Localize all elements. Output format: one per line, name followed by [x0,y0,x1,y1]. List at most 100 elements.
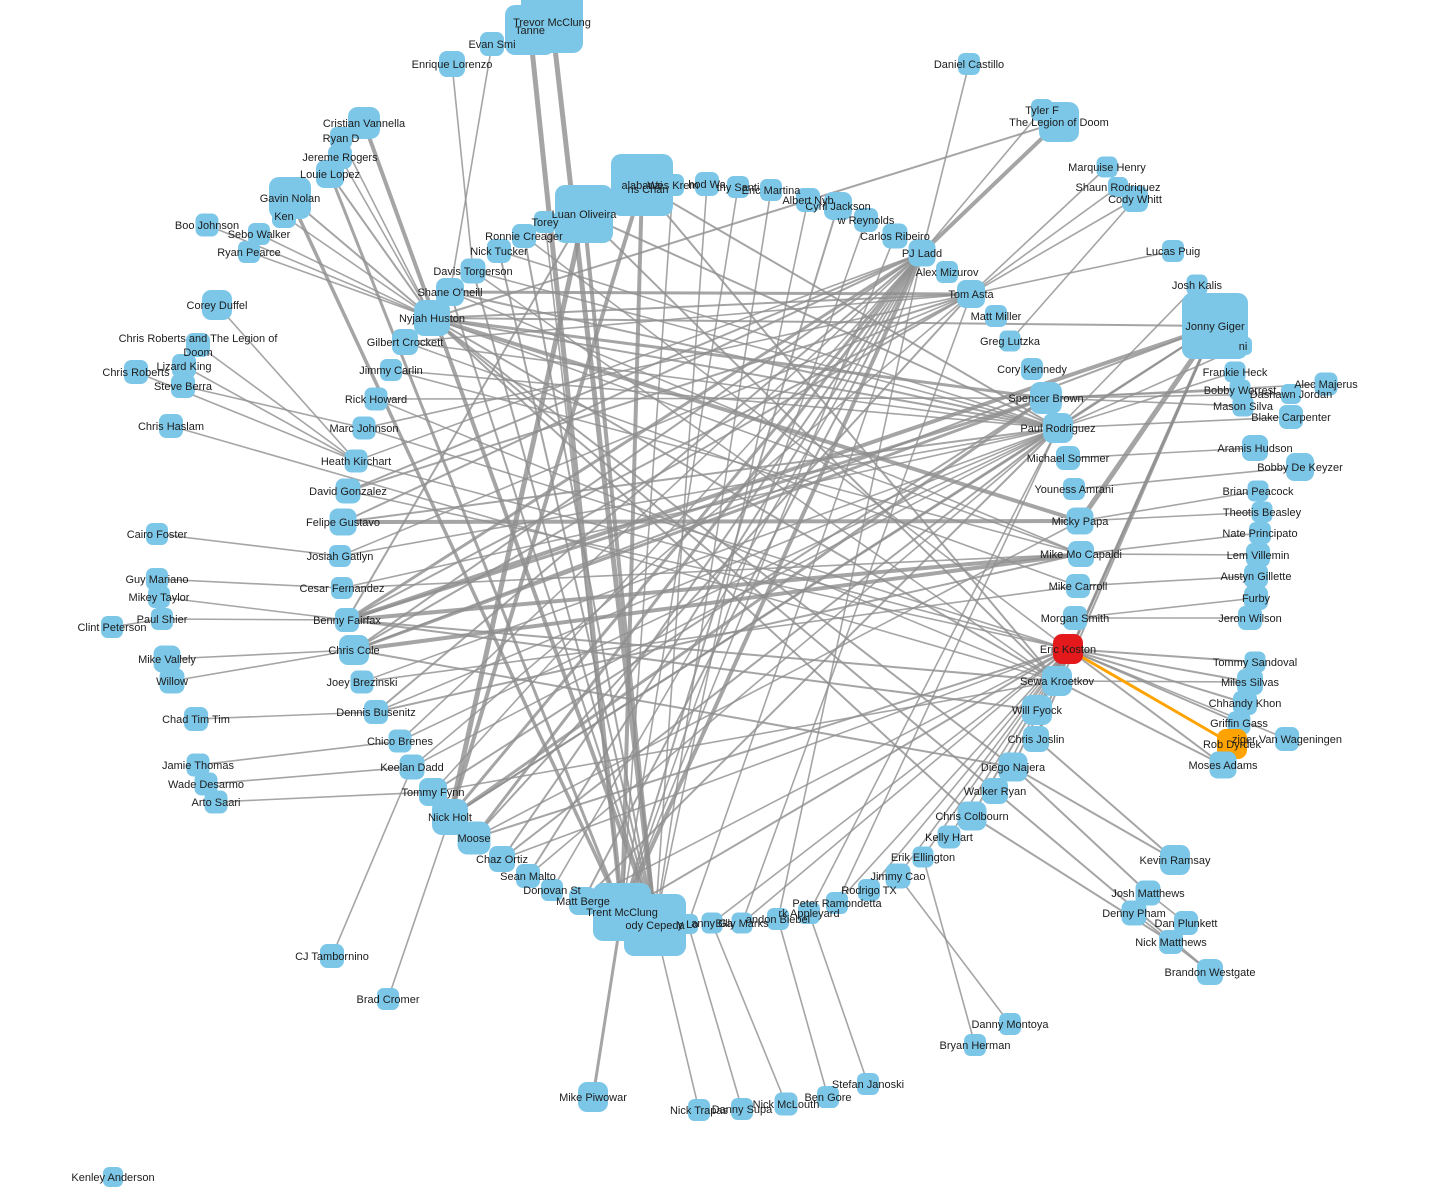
node-cory-kennedy[interactable] [1021,358,1043,380]
node-greg-lutzka[interactable] [999,330,1021,352]
node-sewa-kroetkov[interactable] [1042,666,1072,696]
node-chris-cole[interactable] [339,635,369,665]
node-marc-johnson[interactable] [352,416,376,440]
node-mason-silva[interactable] [1232,395,1254,417]
node-cyril-jackson[interactable] [824,192,852,220]
node-erik-ellington[interactable] [912,846,934,868]
node-nick-matthews[interactable] [1159,930,1183,954]
node-ryan-pearce[interactable] [238,241,260,263]
node-michael-sommer[interactable] [1056,446,1080,470]
node-ryan-d[interactable] [330,127,352,149]
node-bobby-worrest[interactable] [1229,379,1251,401]
node-rodrigo-tx[interactable] [858,879,880,901]
node-chris-roberts-and-the-legion-of-doom[interactable] [186,333,210,357]
node-eric-martina[interactable] [760,179,782,201]
node-rk-appleyard[interactable] [798,902,820,924]
node-chhandy-khon[interactable] [1233,691,1257,715]
node-austyn-gillette[interactable] [1244,564,1268,588]
node-alabanzi[interactable] [611,154,673,216]
node-chris-colbourn[interactable] [957,801,987,831]
node-the-legion-of-doom[interactable] [1039,102,1079,142]
node-josiah-gatlyn[interactable] [329,545,351,567]
node-matt-berge[interactable] [569,887,597,915]
node-jeron-wilson[interactable] [1238,606,1262,630]
node-griffin-gass[interactable] [1227,711,1251,735]
node-denny-pham[interactable] [1121,900,1147,926]
node-felipe-gustavo[interactable] [329,508,357,536]
node-brian-peacock[interactable] [1247,480,1269,502]
node-sebo-walker[interactable] [248,223,270,245]
node-danny-montoya[interactable] [999,1013,1021,1035]
node-donovan-st[interactable] [541,879,563,901]
node-nick-mclouth[interactable] [774,1092,798,1116]
node-danny-supa[interactable] [731,1098,753,1120]
node-cesar-fernandez[interactable] [331,577,353,599]
node-mike-piwowar[interactable] [578,1082,608,1112]
node-benny-fairfax[interactable] [335,608,359,632]
node-nick-holt[interactable] [432,799,468,835]
node-theotis-beasley[interactable] [1251,501,1273,523]
node-louie-lopez[interactable] [316,160,344,188]
node-jonny-giger[interactable] [1182,293,1248,359]
node-corey-duffel[interactable] [202,290,232,320]
node-wade-desarmo[interactable] [194,772,218,796]
node-alec-majerus[interactable] [1314,372,1338,396]
node-dashawn-jordan[interactable] [1281,384,1301,404]
node-paul-shier[interactable] [151,608,173,630]
node-willow[interactable] [159,668,185,694]
node-kenley-anderson[interactable] [103,1167,123,1187]
node-gilbert-crockett[interactable] [392,329,418,355]
node-blake-carpenter[interactable] [1279,405,1303,429]
node-w-reynolds[interactable] [854,208,878,232]
node-peter-ramondetta[interactable] [826,892,848,914]
node-bryan-herman[interactable] [964,1034,986,1056]
node-nate-principato[interactable] [1249,522,1271,544]
node-matt-miller[interactable] [985,305,1007,327]
node-tommy-fynn[interactable] [419,778,447,806]
node-aramis-hudson[interactable] [1242,435,1268,461]
node-tommy-sandoval[interactable] [1244,651,1266,673]
node-dennis-busenitz[interactable] [364,700,388,724]
node-andon-biebel[interactable] [767,908,789,930]
node-kelly-hart[interactable] [937,825,961,849]
node-ben-gore[interactable] [817,1086,839,1108]
node-lem-villemin[interactable] [1246,543,1270,567]
node-alex-mizurov[interactable] [936,261,958,283]
node-chad-tim-tim[interactable] [184,707,208,731]
node-heath-kirchart[interactable] [344,449,368,473]
node-lizard-king[interactable] [172,354,196,378]
node-spencer-brown[interactable] [1030,382,1062,414]
node-stefan-janoski[interactable] [857,1073,879,1095]
node-rick-howard[interactable] [364,387,388,411]
node-paul-rodriguez[interactable] [1043,413,1073,443]
node-shane-o-neill[interactable] [436,278,464,306]
node-ody-cepeda[interactable] [624,894,686,956]
node-nyjah-huston[interactable] [414,300,450,336]
node-boo-johnson[interactable] [195,213,219,237]
node-mike-mo-capaldi[interactable] [1068,541,1094,567]
node-keelan-dadd[interactable] [399,754,425,780]
node-kevin-ramsay[interactable] [1160,845,1190,875]
node-joey-brezinski[interactable] [350,670,374,694]
node-clint-peterson[interactable] [101,616,123,638]
node-tom-asta[interactable] [957,280,985,308]
node-moses-adams[interactable] [1209,751,1237,779]
node-hod-wa[interactable] [695,172,719,196]
node-billy-marks[interactable] [731,912,753,934]
node-ziger-van-wageningen[interactable] [1275,727,1299,751]
node-anny-ga[interactable] [701,912,723,934]
node-cairo-foster[interactable] [146,523,168,545]
node-thy-santi[interactable] [727,176,749,198]
node-josh-kalis[interactable] [1186,274,1208,296]
node-bobby-de-keyzer[interactable] [1286,453,1314,481]
node-frankie-heck[interactable] [1224,361,1246,383]
node-albert-nyb[interactable] [796,188,820,212]
node-josh-matthews[interactable] [1135,880,1161,906]
node-daniel-castillo[interactable] [958,53,980,75]
node-pj-ladd[interactable] [908,239,936,267]
node-marquise-henry[interactable] [1096,156,1118,178]
node-chris-haslam[interactable] [159,414,183,438]
node-jimmy-cao[interactable] [885,863,911,889]
